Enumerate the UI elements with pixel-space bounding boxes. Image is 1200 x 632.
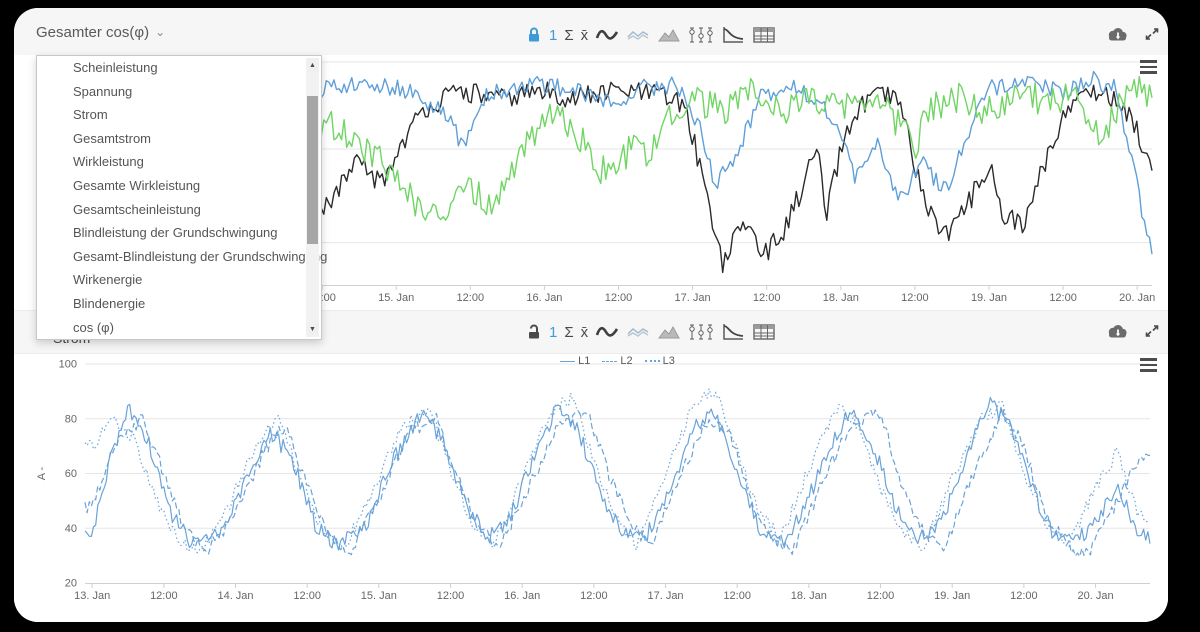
cloud-download-icon[interactable] — [1106, 26, 1129, 43]
series-L2 — [85, 409, 1150, 557]
svg-text:12:00: 12:00 — [1010, 590, 1038, 602]
minmax-chart-icon[interactable] — [688, 25, 714, 45]
svg-text:12:00: 12:00 — [867, 590, 895, 602]
duration-curve-icon[interactable] — [721, 25, 745, 45]
svg-text:A -: A - — [36, 466, 48, 480]
svg-text:12:00: 12:00 — [437, 590, 465, 602]
scroll-down-icon[interactable]: ▼ — [306, 322, 319, 337]
chevron-down-icon: ⌄ — [155, 25, 165, 39]
decimals-button[interactable]: 1 — [549, 27, 557, 44]
dropdown-item[interactable]: Spannung — [37, 80, 321, 104]
dropdown-item[interactable]: Wirkenergie — [37, 268, 321, 292]
measurement-select-trigger[interactable]: Gesamter cos(φ) ⌄ — [36, 24, 165, 41]
dropdown-item[interactable]: Wirkleistung — [37, 150, 321, 174]
area-chart-icon[interactable] — [657, 322, 681, 342]
legend-item[interactable]: L2 — [602, 355, 632, 367]
dropdown-item[interactable]: Blindenergie — [37, 292, 321, 316]
multi-line-chart-icon[interactable] — [626, 25, 650, 45]
expand-icon[interactable] — [1143, 322, 1161, 340]
svg-text:60: 60 — [65, 468, 77, 480]
svg-text:16. Jan: 16. Jan — [504, 590, 540, 602]
dropdown-item[interactable]: Gesamte Wirkleistung — [37, 174, 321, 198]
svg-text:19. Jan: 19. Jan — [934, 590, 970, 602]
lock-icon[interactable] — [526, 26, 542, 44]
measurement-dropdown: ScheinleistungSpannungStromGesamtstromWi… — [36, 55, 322, 340]
legend: L1 L2 L3 — [85, 355, 1150, 367]
legend-label: L3 — [663, 355, 675, 367]
legend-label: L2 — [620, 355, 632, 367]
scrollbar-thumb[interactable] — [307, 96, 318, 244]
mean-button[interactable]: x̄ — [581, 324, 589, 341]
table-icon[interactable] — [752, 25, 776, 45]
legend-item[interactable]: L3 — [645, 355, 675, 367]
dropdown-scrollbar[interactable]: ▲ ▼ — [306, 58, 319, 337]
svg-text:80: 80 — [65, 413, 77, 425]
dropdown-item[interactable]: Gesamt-Blindleistung der Grundschwingung — [37, 245, 321, 269]
measurement-select-label: Gesamter cos(φ) — [36, 24, 149, 41]
chart-toolbar-bottom: 1 Σ x̄ — [526, 319, 776, 345]
svg-text:18. Jan: 18. Jan — [791, 590, 827, 602]
app-window: Strom 13. Jan 12:00 14. Jan 12:00 15. Jan 12:… — [14, 8, 1168, 622]
svg-text:100: 100 — [59, 359, 77, 371]
legend-line-sample — [602, 361, 617, 362]
line-chart-icon[interactable] — [595, 322, 619, 342]
cloud-download-icon[interactable] — [1106, 323, 1129, 340]
svg-text:13. Jan: 13. Jan — [74, 590, 110, 602]
expand-icon[interactable] — [1143, 25, 1161, 43]
decimals-button[interactable]: 1 — [549, 324, 557, 341]
svg-text:17. Jan: 17. Jan — [647, 590, 683, 602]
top-chart-actions — [1106, 25, 1161, 43]
sum-button[interactable]: Σ — [564, 324, 573, 341]
duration-curve-icon[interactable] — [721, 322, 745, 342]
svg-text:12:00: 12:00 — [293, 590, 321, 602]
mean-button[interactable]: x̄ — [581, 27, 589, 44]
dropdown-item[interactable]: Gesamtscheinleistung — [37, 198, 321, 222]
chart-menu-icon[interactable] — [1140, 60, 1157, 77]
chart-toolbar-top: 1 Σ x̄ — [526, 22, 776, 48]
legend-item[interactable]: L1 — [560, 355, 590, 367]
svg-text:14. Jan: 14. Jan — [217, 590, 253, 602]
scroll-up-icon[interactable]: ▲ — [306, 58, 319, 73]
dropdown-item[interactable]: cos (φ) — [37, 316, 321, 340]
svg-text:20: 20 — [65, 578, 77, 590]
sum-button[interactable]: Σ — [564, 27, 573, 44]
line-chart-icon[interactable] — [595, 25, 619, 45]
chart-menu-icon[interactable] — [1140, 358, 1157, 375]
svg-text:12:00: 12:00 — [723, 590, 751, 602]
dropdown-item[interactable]: Blindleistung der Grundschwingung — [37, 221, 321, 245]
bottom-chart-actions — [1106, 322, 1161, 340]
legend-line-sample — [645, 360, 660, 362]
table-icon[interactable] — [752, 322, 776, 342]
dropdown-list: ScheinleistungSpannungStromGesamtstromWi… — [37, 56, 321, 339]
svg-text:12:00: 12:00 — [580, 590, 608, 602]
svg-text:40: 40 — [65, 523, 77, 535]
dropdown-item[interactable]: Gesamtstrom — [37, 127, 321, 151]
minmax-chart-icon[interactable] — [688, 322, 714, 342]
svg-text:12:00: 12:00 — [150, 590, 178, 602]
svg-text:20. Jan: 20. Jan — [1077, 590, 1113, 602]
dropdown-item[interactable]: Scheinleistung — [37, 56, 321, 80]
svg-text:15. Jan: 15. Jan — [361, 590, 397, 602]
dropdown-item[interactable]: Strom — [37, 103, 321, 127]
unlock-icon[interactable] — [526, 323, 542, 341]
area-chart-icon[interactable] — [657, 25, 681, 45]
legend-line-sample — [560, 361, 575, 362]
legend-label: L1 — [578, 355, 590, 367]
multi-line-chart-icon[interactable] — [626, 322, 650, 342]
